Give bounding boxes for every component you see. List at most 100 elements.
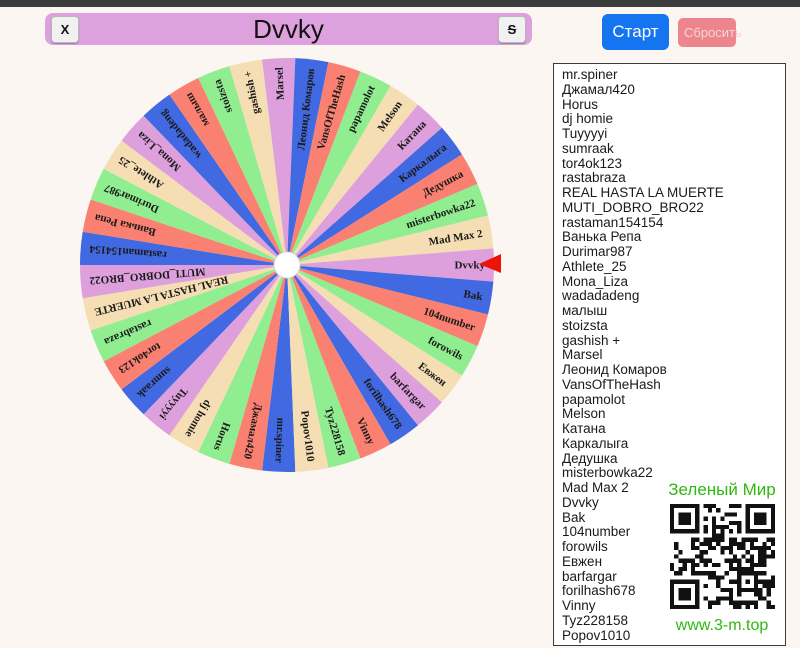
wheel-segment[interactable] (287, 265, 478, 376)
wheel-segment[interactable] (82, 265, 288, 331)
header-bar: X Dvvky S (45, 13, 532, 45)
wheel-segment[interactable] (143, 94, 287, 265)
wheel-segment[interactable] (80, 231, 287, 265)
list-item: Леонид Комаров (562, 362, 667, 377)
wheel-segment-label: Marsel (274, 67, 287, 100)
wheel-pointer-icon (479, 254, 501, 273)
wheel-title: Dvvky (253, 14, 324, 44)
close-button-label: X (60, 21, 70, 37)
list-item: forilhash678 (562, 583, 636, 599)
wheel-segment[interactable] (262, 58, 296, 265)
wheel-segment[interactable] (287, 265, 488, 347)
qr-code (669, 504, 775, 609)
participant-list: mr.spiner Джамал420 Horus dj homie Tuyyyyi su… (554, 64, 785, 643)
wheel-hub (273, 251, 301, 279)
list-item: Vinny (562, 598, 596, 613)
wheel-segment[interactable] (229, 59, 287, 266)
wheel-segment[interactable] (103, 265, 288, 390)
list-item: REAL HASTA LA MUERTE (562, 185, 724, 200)
list-item: малыш (562, 303, 608, 318)
wheel-segment-label: Bak (463, 288, 485, 303)
list-item: gashish + (562, 332, 621, 348)
wheel-segment[interactable] (287, 265, 418, 445)
wheel-segment[interactable] (287, 248, 495, 282)
list-item: Mad Max 2 (562, 480, 629, 495)
wheel-segment[interactable] (287, 62, 361, 266)
wheel-segment[interactable] (287, 265, 391, 459)
list-item: Marsel (562, 347, 603, 363)
wheel-segment[interactable] (82, 199, 288, 265)
wheel-segment[interactable] (287, 265, 329, 472)
wheel-segment[interactable] (169, 265, 287, 453)
start-button[interactable]: Старт (602, 14, 669, 50)
list-item: papamolot (562, 391, 626, 407)
list-item: Durimar987 (562, 244, 633, 259)
wheel-segment[interactable] (198, 66, 287, 265)
list-item: Mona_Liza (562, 273, 629, 289)
list-item: Ванька Репа (562, 229, 642, 245)
list-item: Каркалыга (562, 435, 629, 451)
list-item: Horus (562, 96, 599, 112)
wheel-segment[interactable] (287, 215, 494, 265)
list-item: MUTI_DOBRO_BRO22 (562, 199, 704, 215)
list-item: sumraak (562, 140, 614, 156)
wheel-segment[interactable] (287, 183, 488, 265)
wheel-segment[interactable] (287, 154, 478, 265)
wheel-segment[interactable] (287, 265, 442, 426)
list-item: forowils (562, 539, 608, 554)
list-item: Джамал420 (562, 81, 635, 97)
reset-button[interactable]: Сбросить (678, 18, 742, 47)
wheel[interactable]: mr.spiner Джамал420 Horus dj homie Tuyyyyi su… (80, 58, 510, 472)
s-toggle-button[interactable]: S (498, 15, 526, 43)
list-item: tor4ok123 (562, 155, 623, 171)
list-item: misterbowka22 (562, 465, 653, 481)
list-item: barfargar (562, 568, 617, 584)
qr-title: Зеленый Мир (668, 480, 776, 499)
wheel-segment[interactable] (90, 168, 288, 265)
wheel-segment-label: mr.spiner (273, 417, 287, 463)
wheel-segment[interactable] (143, 265, 287, 436)
list-item: Tuyyyyi (562, 126, 608, 141)
qr-url: www.3-m.top (675, 617, 769, 634)
list-item: mr.spiner (562, 67, 618, 82)
browser-edge-strip (0, 0, 800, 7)
wheel-segment[interactable] (287, 265, 361, 468)
list-item: Катана (562, 421, 606, 436)
list-item: Bak (562, 509, 586, 525)
list-item: Евжен (562, 553, 603, 569)
wheel-segment[interactable] (287, 58, 329, 265)
wheel-segment[interactable] (169, 77, 287, 266)
wheel-segment[interactable] (121, 265, 287, 415)
list-item: Дедушка (562, 450, 618, 466)
list-item: dj homie (562, 111, 614, 127)
participants-panel: mr.spiner Джамал420 Horus dj homie Tuyyyyi su… (553, 63, 786, 646)
wheel-segment[interactable] (287, 265, 494, 315)
list-item: Melson (562, 406, 606, 422)
list-item: rastabraza (562, 170, 626, 186)
list-item: Athlete_25 (562, 258, 627, 274)
list-item: wadadadeng (562, 288, 640, 304)
wheel-segment[interactable] (198, 265, 287, 464)
wheel-segment[interactable] (287, 71, 391, 265)
wheel-segment[interactable] (287, 85, 418, 265)
close-button[interactable]: X (51, 15, 79, 43)
qr-block: Зеленый Мир www.3-m.top (666, 480, 778, 635)
wheel-segment[interactable] (80, 265, 287, 299)
wheel-segment[interactable] (121, 115, 287, 266)
list-item: 104number (562, 524, 631, 540)
list-item: stoizsta (562, 317, 608, 333)
wheel-segment[interactable] (103, 140, 288, 265)
wheel-segment[interactable] (287, 265, 462, 403)
list-item: VansOfTheHash (562, 376, 661, 392)
wheel-segment[interactable] (287, 104, 442, 265)
list-item: Popov1010 (562, 627, 631, 643)
wheel-segment[interactable] (229, 265, 287, 471)
list-item: rastaman154154 (562, 214, 664, 230)
wheel-segment[interactable] (262, 265, 296, 472)
list-item: Dvvky (562, 494, 599, 510)
s-button-label: S (507, 21, 517, 37)
wheel-segment[interactable] (90, 265, 288, 362)
wheel-segment[interactable] (287, 127, 462, 265)
list-item: Tyz228158 (562, 612, 629, 628)
